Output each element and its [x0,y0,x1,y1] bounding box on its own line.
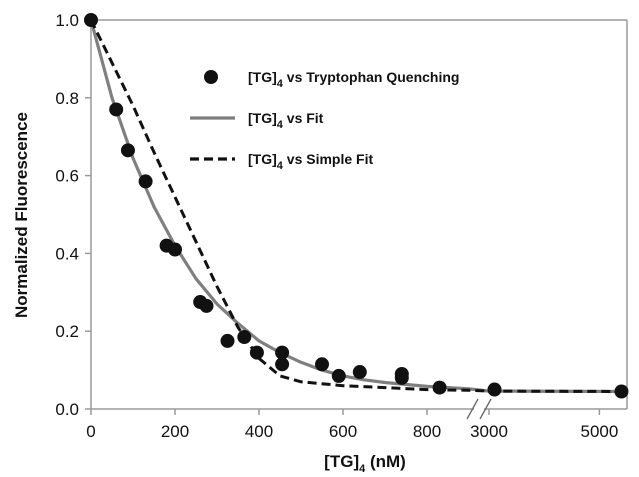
data-point [109,102,124,117]
data-point [275,345,290,360]
legend: [TG]4 vs Tryptophan Quenching [TG]4 vs Fi… [190,69,459,172]
data-point [331,368,346,383]
data-point [614,384,629,399]
x-tick-label: 5000 [580,422,618,441]
y-tick-label: 1.0 [55,11,79,30]
data-point [120,143,135,158]
legend-label: [TG]4 vs Fit [248,110,324,131]
data-point [275,357,290,372]
data-point [432,380,447,395]
data-point [315,357,329,372]
y-tick-label: 0.4 [55,244,79,263]
y-tick-label: 0.6 [55,167,79,186]
x-tick-label: 800 [413,422,441,441]
y-tick-label: 0.2 [55,322,79,341]
y-tick-label: 0.0 [55,400,79,419]
legend-marker-points [204,70,218,84]
legend-label: [TG]4 vs Simple Fit [248,151,373,172]
data-point [352,365,367,380]
data-point [168,242,182,257]
legend-label: [TG]4 vs Tryptophan Quenching [248,69,459,90]
x-tick-label: 0 [86,422,95,441]
data-point [394,370,409,385]
axes: 0.0 0.2 0.4 0.6 0.8 1.0 0 200 400 600 800 3000 5000 [55,11,628,441]
data-point [487,382,502,397]
x-tick-label: 400 [245,422,273,441]
x-tick-label: 200 [161,422,189,441]
data-point [220,333,235,348]
data-point [138,174,153,189]
y-axis-title: Normalized Fluorescence [12,112,31,318]
x-tick-label: 600 [329,422,357,441]
y-tick-label: 0.8 [55,89,79,108]
axis-break-mark-right [479,398,492,420]
axis-labels: [TG]4 (nM) Normalized Fluorescence [12,112,406,475]
axis-break-mark-left [466,398,479,420]
x-tick-label: 3000 [470,422,508,441]
data-point [199,298,214,313]
data-point [84,13,98,27]
data-point [237,330,252,345]
plot-area [84,13,629,399]
x-axis-title: [TG]4 (nM) [324,452,406,472]
data-point [249,345,264,360]
